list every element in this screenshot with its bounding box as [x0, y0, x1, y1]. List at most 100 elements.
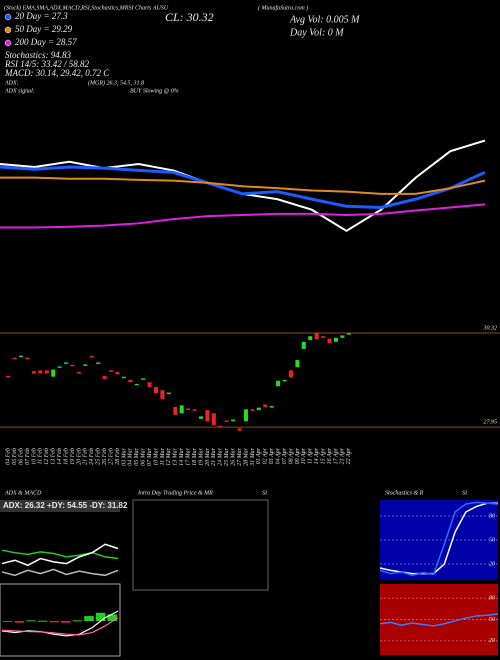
candle [282, 379, 287, 382]
histogram-bar [84, 616, 94, 621]
candle [314, 333, 319, 340]
x-tick-label: 14 Apr [313, 447, 320, 464]
header-title: (Stock) EMA,SMA,ADX,MACD,RSI,Stochastics… [4, 4, 169, 11]
histogram-bar [3, 621, 13, 622]
candle [141, 378, 146, 380]
x-tick-label: 17 Mar [186, 447, 192, 465]
y-tick-label: 80 [489, 513, 495, 519]
x-tick-label: 10 Feb [31, 448, 37, 465]
x-tick-label: 24 Mar [217, 447, 224, 465]
candle [83, 364, 88, 366]
x-tick-label: 15 Apr [320, 447, 326, 464]
adx-signal-label: ADX signal: [4, 88, 35, 94]
macd-stat: MACD: 30.14, 29.42, 0.72 C [4, 68, 110, 78]
close-price: CL: 30.32 [165, 10, 214, 24]
x-tick-label: 03 Mar [121, 447, 127, 465]
panel-title: SI [262, 490, 268, 496]
panel-title: ADX & MACD [4, 490, 42, 496]
candle [269, 406, 274, 408]
x-tick-label: 31 Mar [250, 447, 256, 466]
legend-swatch [4, 13, 12, 21]
y-tick-label: 80 [489, 596, 495, 602]
candle [211, 413, 216, 426]
x-tick-label: 06 Mar [141, 447, 147, 465]
adx-header-band [0, 500, 120, 512]
candle [308, 336, 313, 341]
candle [121, 376, 126, 379]
candle [51, 369, 56, 377]
stochastics-stat: Stochastics: 94.83 [5, 50, 71, 60]
series-line [379, 501, 499, 576]
legend-entry: 50 Day = 29.29 [15, 24, 73, 34]
candle [38, 370, 43, 374]
candle [179, 405, 184, 414]
candle [333, 337, 338, 342]
panel-frame [0, 583, 121, 657]
candle [160, 390, 165, 399]
x-tick-label: 12 Feb [44, 448, 50, 465]
candle [237, 428, 242, 431]
legend-swatch [4, 39, 12, 47]
candle [250, 409, 255, 411]
histogram-bar [49, 621, 59, 623]
x-tick-label: 19 Feb [70, 448, 76, 465]
candle [243, 409, 248, 422]
x-tick-label: 11 Mar [160, 447, 166, 465]
candle [301, 341, 306, 349]
price-level-label: 27.95 [484, 420, 498, 426]
candle [224, 420, 229, 422]
candle [25, 357, 30, 360]
x-tick-label: 10 Mar [153, 447, 159, 465]
adx-label: ADX: [4, 80, 19, 86]
x-tick-label: 09 Apr [295, 447, 301, 464]
x-tick-label: 01 Apr [256, 447, 262, 464]
adx-signal: BUY Slowing @ 0% [130, 88, 179, 94]
x-tick-label: 02 Apr [263, 447, 269, 464]
candle [31, 371, 36, 374]
x-tick-label: 24 Feb [88, 448, 95, 465]
x-tick-label: 19 Mar [198, 447, 204, 465]
candle [6, 375, 11, 378]
candle [44, 370, 49, 374]
adx-value: (MGR) 26.3, 54.5, 31.8 [88, 79, 144, 86]
x-tick-label: 20 Feb [76, 448, 82, 465]
price-level-label: 30.32 [483, 325, 498, 331]
candle [154, 387, 159, 394]
x-tick-label: 13 Mar [173, 447, 179, 465]
x-tick-label: 12 Mar [166, 447, 172, 465]
x-tick-label: 22 Apr [346, 447, 352, 464]
x-tick-label: 03 Apr [269, 447, 275, 464]
candle [166, 392, 171, 395]
candle [64, 362, 69, 364]
candle [102, 375, 107, 380]
histogram-bar [26, 620, 36, 622]
x-tick-label: 26 Feb [102, 448, 108, 465]
histogram-bar [61, 621, 71, 623]
x-tick-label: 17 Apr [333, 447, 339, 464]
candle [134, 383, 139, 386]
legend-swatch [4, 26, 12, 34]
candle [263, 404, 268, 407]
x-tick-label: 08 Apr [288, 447, 294, 464]
candle [192, 409, 197, 411]
x-tick-label: 25 Feb [96, 448, 102, 465]
header-site: ( MunafaSutra.com ) [258, 4, 308, 11]
x-tick-label: 07 Mar [147, 447, 153, 465]
panel-background [380, 584, 498, 655]
candle [96, 362, 101, 364]
series-line [379, 613, 499, 627]
candle [340, 335, 345, 338]
panel-title: SI [462, 490, 468, 496]
x-tick-label: 28 Mar [243, 447, 249, 465]
x-tick-label: 07 Feb [25, 448, 31, 465]
panel-title: Stochastics & R [385, 490, 424, 496]
x-tick-label: 25 Mar [224, 447, 230, 465]
x-tick-label: 18 Mar [192, 447, 198, 465]
x-tick-label: 06 Feb [18, 448, 24, 465]
candle [19, 355, 24, 358]
candle [76, 371, 81, 374]
candle [256, 407, 261, 411]
x-tick-label: 21 Mar [211, 447, 217, 465]
y-tick-label: 20 [489, 638, 495, 644]
candle [128, 379, 133, 383]
